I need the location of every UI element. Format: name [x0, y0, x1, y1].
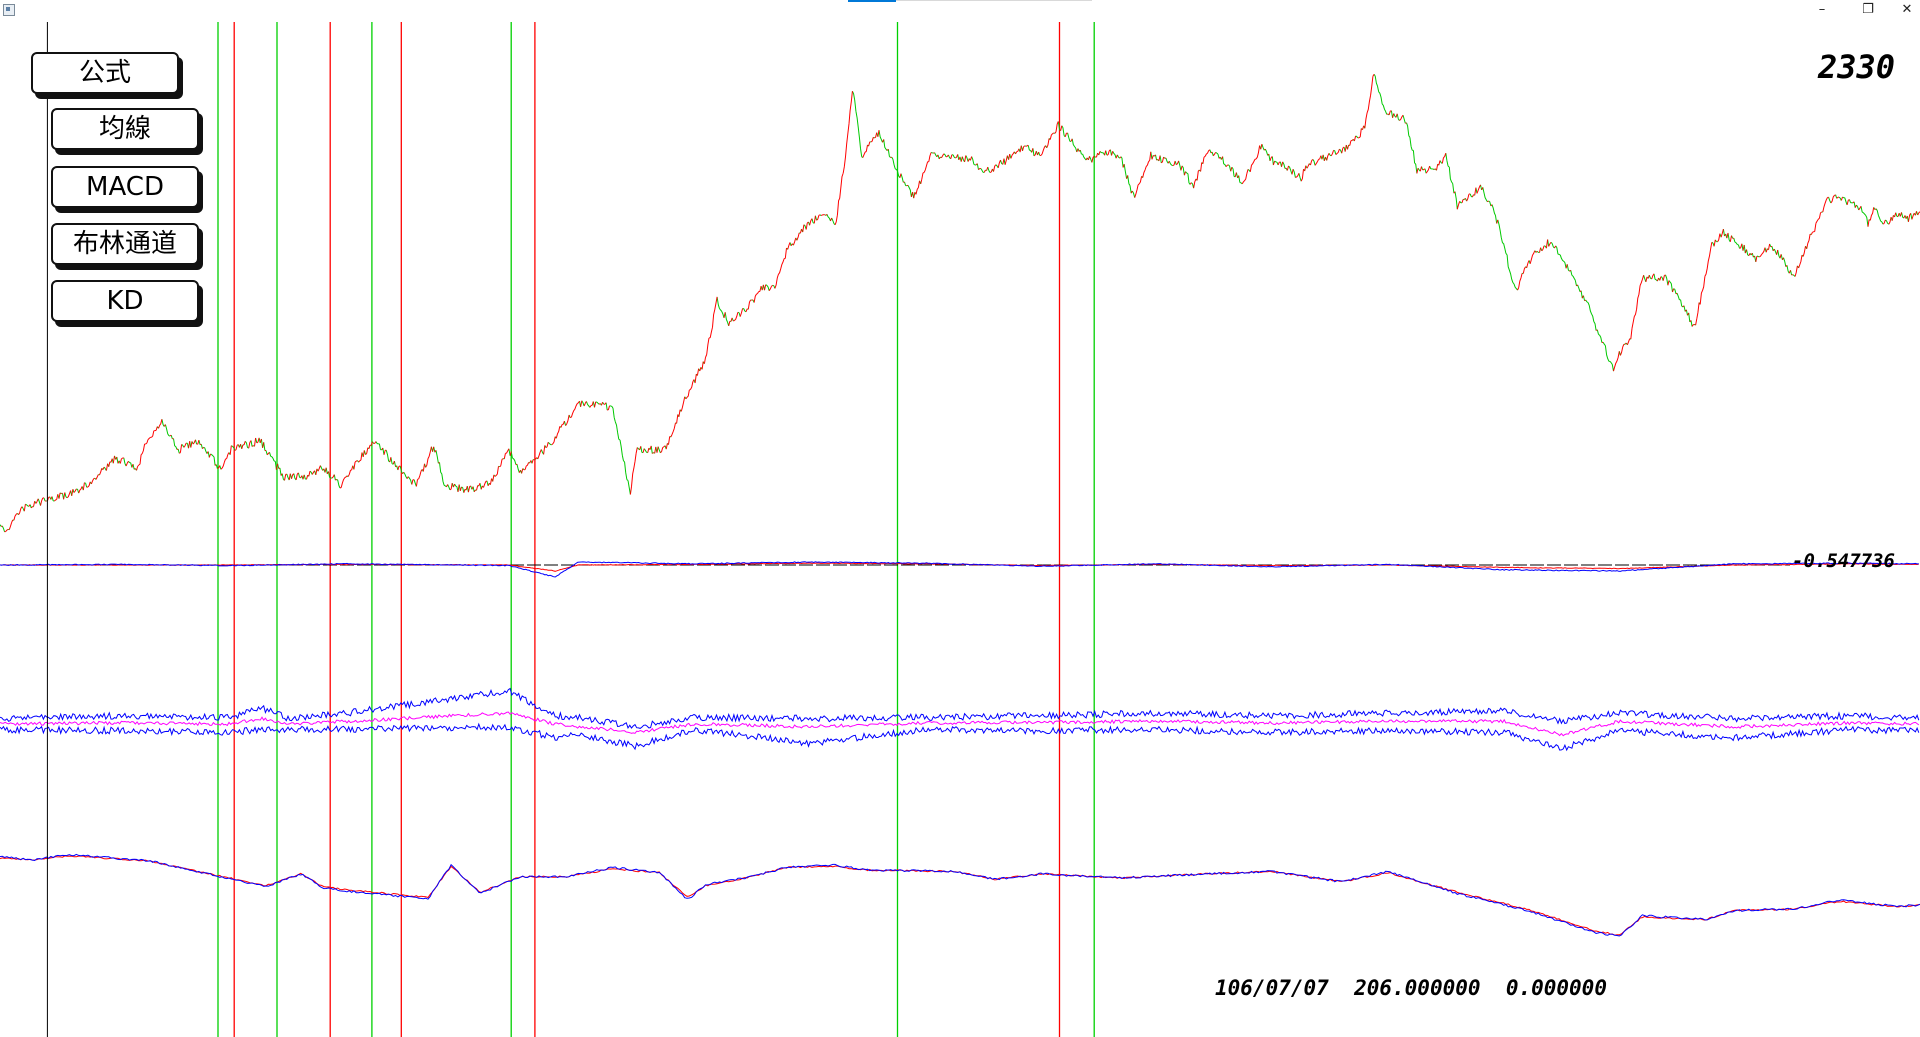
macd-reference-value: -0.547736: [1792, 550, 1895, 572]
kd-button[interactable]: KD: [51, 280, 199, 322]
macd-pane: [0, 561, 1919, 578]
bollinger-upper-band: [0, 687, 1920, 730]
title-bar: – ❐ ✕: [0, 0, 1920, 22]
app-icon: [3, 4, 15, 16]
bollinger-pane: [0, 687, 1920, 752]
kd-pane: [0, 853, 1920, 937]
title-accent: [848, 0, 896, 2]
bollinger-button[interactable]: 布林通道: [51, 223, 199, 265]
price-pane: [0, 74, 1920, 533]
ticker-symbol: 2330: [1818, 48, 1896, 86]
macd-line: [0, 561, 1919, 578]
k-line: [0, 853, 1920, 937]
price-line-rising: [0, 74, 1920, 533]
minimize-button[interactable]: –: [1818, 2, 1826, 17]
title-track: [896, 0, 1092, 1]
macd-button[interactable]: MACD: [51, 166, 199, 208]
signal-lines: [217, 22, 1095, 1037]
status-date: 106/07/07: [1215, 976, 1329, 1000]
moving-average-button[interactable]: 均線: [51, 108, 199, 150]
close-button[interactable]: ✕: [1901, 2, 1913, 17]
formula-button[interactable]: 公式: [31, 52, 179, 94]
d-line: [0, 855, 1920, 936]
status-value-b: 0.000000: [1505, 976, 1607, 1000]
status-value-a: 206.000000: [1354, 976, 1481, 1000]
bollinger-lower-band: [0, 722, 1920, 752]
status-readout: 106/07/07 206.000000 0.000000: [1215, 976, 1607, 1000]
restore-button[interactable]: ❐: [1862, 2, 1874, 17]
price-line-falling: [0, 74, 1919, 533]
bollinger-middle-band: [0, 711, 1920, 737]
